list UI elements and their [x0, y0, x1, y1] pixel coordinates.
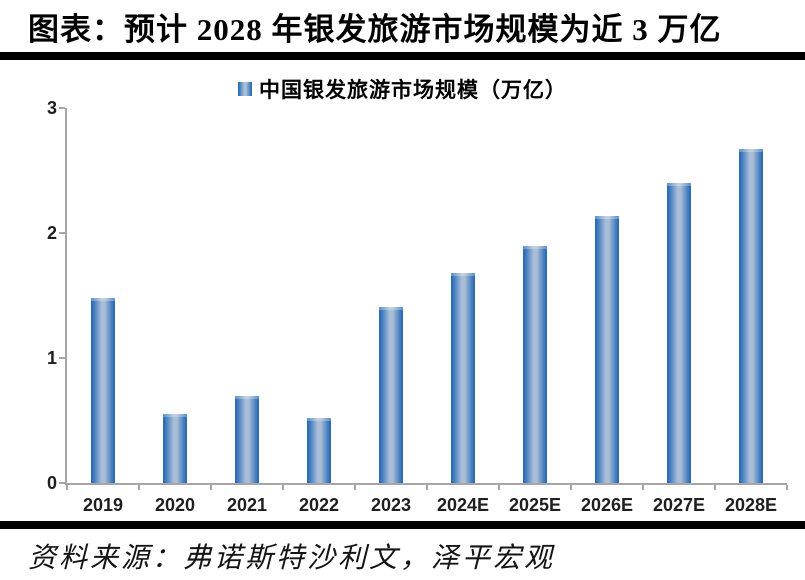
bar-top-highlight [451, 273, 475, 276]
x-axis-tick [426, 485, 428, 490]
bar-top-highlight [91, 298, 115, 301]
bar-top-highlight [235, 395, 259, 399]
legend-series-label: 中国银发旅游市场规模（万亿） [259, 78, 567, 102]
bar-top-highlight [163, 414, 187, 418]
x-axis-tick [138, 485, 140, 490]
x-axis-tick [282, 485, 284, 490]
bar-2023 [379, 306, 403, 483]
x-axis-tick [642, 485, 644, 490]
bar-top-highlight [739, 149, 763, 153]
y-axis-tick [59, 107, 65, 109]
x-axis-label-2027E: 2027E [652, 495, 706, 515]
x-axis-label-2022: 2022 [298, 495, 340, 515]
bar-top-highlight [523, 245, 547, 249]
source-note: 资料来源：弗诺斯特沙利文，泽平宏观 [28, 543, 556, 574]
x-axis-tick [714, 485, 716, 490]
x-axis-tick [210, 485, 212, 490]
x-axis-tick [66, 485, 68, 490]
bar-2026E [595, 215, 619, 483]
y-axis-label-0: 0 [46, 473, 57, 493]
bar-top-highlight [667, 183, 691, 186]
y-axis-label-1: 1 [46, 348, 57, 368]
x-axis-label-2024E: 2024E [436, 495, 490, 515]
x-axis-tick [498, 485, 500, 490]
bar-2021 [235, 395, 259, 483]
x-axis-tick [570, 485, 572, 490]
bar-top-highlight [379, 306, 403, 310]
y-axis-tick [59, 357, 65, 359]
y-axis-label-3: 3 [46, 98, 57, 118]
bar-2025E [523, 245, 547, 483]
figure-title: 图表：预计 2028 年银发旅游市场规模为近 3 万亿 [28, 12, 722, 47]
legend-series-swatch-icon [238, 82, 252, 96]
chart-legend: 中国银发旅游市场规模（万亿） [0, 76, 805, 102]
x-axis-label-2020: 2020 [154, 495, 196, 515]
bar-2028E [739, 149, 763, 483]
bar-top-highlight [307, 418, 331, 421]
bar-top-highlight [595, 215, 619, 219]
y-axis-tick [59, 482, 65, 484]
bar-2019 [91, 298, 115, 483]
y-axis-label-2: 2 [46, 223, 57, 243]
title-divider [0, 52, 805, 60]
x-axis-label-2021: 2021 [226, 495, 268, 515]
bar-2024E [451, 273, 475, 483]
bar-2027E [667, 183, 691, 483]
x-axis-label-2019: 2019 [82, 495, 124, 515]
x-axis-label-2025E: 2025E [508, 495, 562, 515]
x-axis-label-2023: 2023 [370, 495, 412, 515]
y-axis-tick [59, 232, 65, 234]
x-axis-label-2026E: 2026E [580, 495, 634, 515]
x-axis-label-2028E: 2028E [724, 495, 778, 515]
bar-chart-plot-area: 0 1 2 3 2019 2020 2021 2022 2023 2024E 2025E 2026E 2… [47, 98, 788, 515]
bar-2022 [307, 418, 331, 483]
x-axis-tick [786, 485, 788, 490]
x-axis-tick [354, 485, 356, 490]
bar-2020 [163, 414, 187, 483]
bottom-divider [0, 521, 805, 529]
